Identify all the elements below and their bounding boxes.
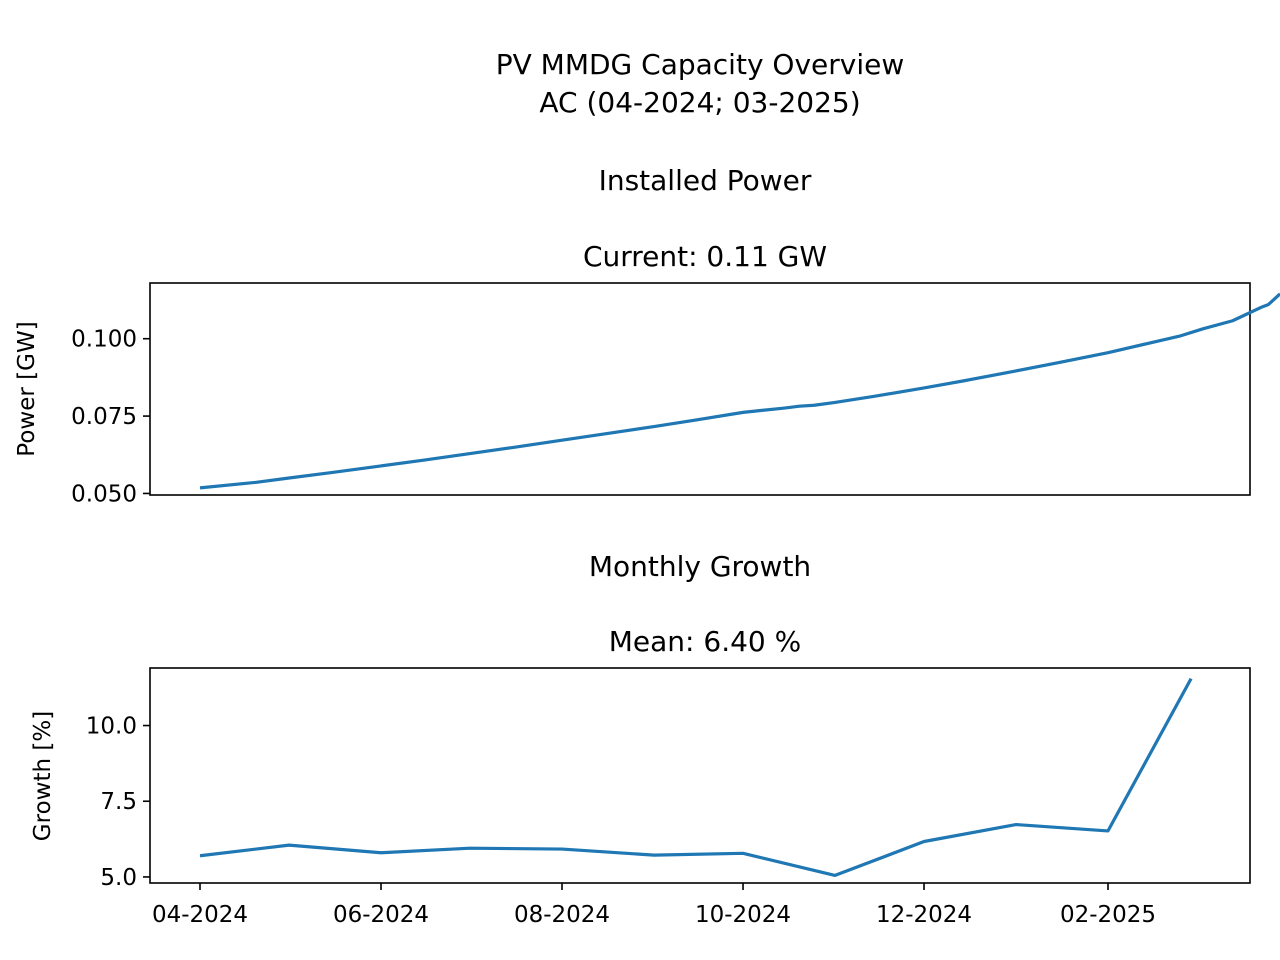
monthly-growth-x-tick-label: 06-2024 <box>333 902 429 928</box>
installed-power-y-tick-label: 0.075 <box>71 404 137 430</box>
monthly-growth-y-ticks: 5.0 7.5 10.0 <box>86 714 150 891</box>
monthly-growth-line <box>199 677 1193 878</box>
installed-power-y-axis-label: Power [GW] <box>14 321 40 456</box>
figure-title-line2: AC (04-2024; 03-2025) <box>539 86 860 119</box>
monthly-growth-y-tick-label: 7.5 <box>100 789 137 815</box>
installed-power-y-tick-label: 0.100 <box>71 327 137 353</box>
figure-title-line1: PV MMDG Capacity Overview <box>496 48 905 81</box>
monthly-growth-x-tick-label: 12-2024 <box>876 902 972 928</box>
monthly-growth-x-tick-label: 10-2024 <box>695 902 791 928</box>
installed-power-heading: Installed Power <box>599 164 812 197</box>
installed-power-subtitle: Current: 0.11 GW <box>583 240 827 273</box>
monthly-growth-x-tick-label: 02-2025 <box>1060 902 1156 928</box>
installed-power-y-ticks: 0.050 0.075 0.100 <box>71 327 150 507</box>
monthly-growth-x-ticks: 04-2024 06-2024 08-2024 10-2024 12-2024 02-20… <box>152 883 1156 928</box>
monthly-growth-y-tick-label: 10.0 <box>86 714 137 740</box>
monthly-growth-x-tick-label: 08-2024 <box>514 902 610 928</box>
monthly-growth-y-axis-label: Growth [%] <box>30 711 56 841</box>
installed-power-y-tick-label: 0.050 <box>71 481 137 507</box>
monthly-growth-x-tick-label: 04-2024 <box>152 902 248 928</box>
monthly-growth-subtitle: Mean: 6.40 % <box>609 625 801 658</box>
monthly-growth-heading: Monthly Growth <box>589 550 811 583</box>
installed-power-plot-frame <box>149 282 1251 496</box>
monthly-growth-y-tick-label: 5.0 <box>100 865 137 891</box>
monthly-growth-plot-frame <box>149 667 1251 884</box>
installed-power-line <box>199 292 1280 490</box>
